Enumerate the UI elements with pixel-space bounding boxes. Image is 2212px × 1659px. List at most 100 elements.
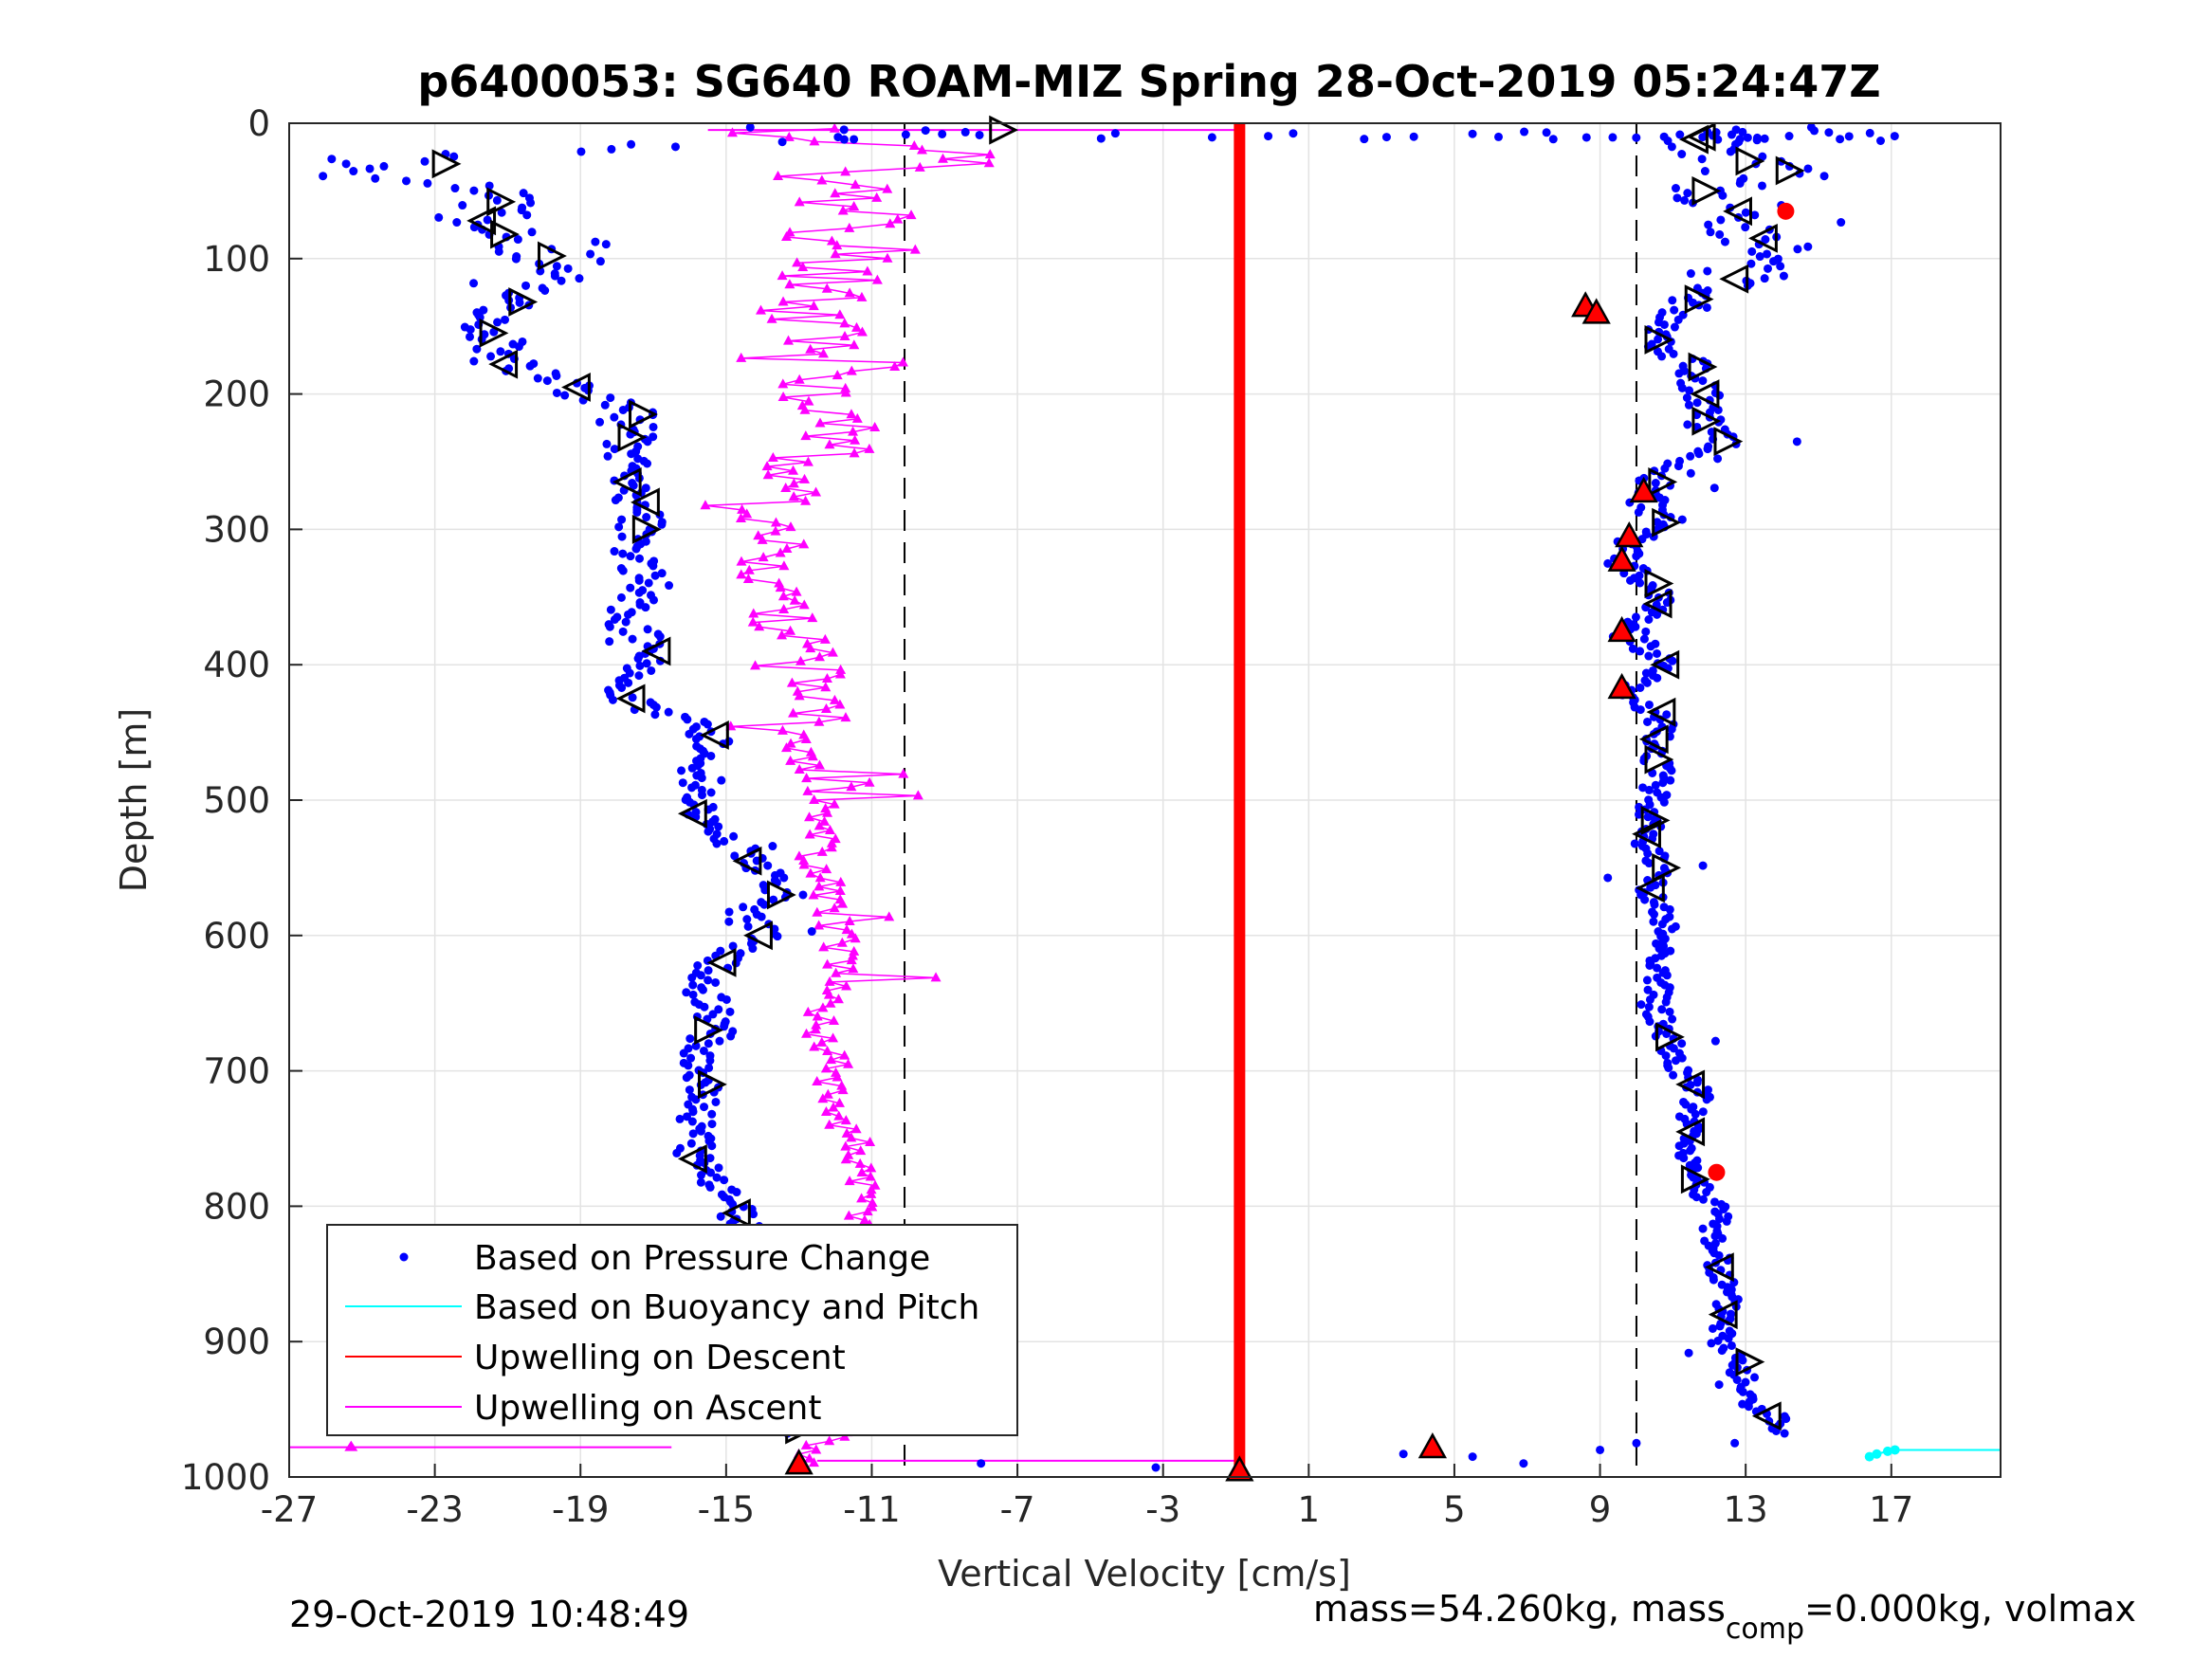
pressure-change-point (1608, 133, 1618, 142)
pressure-change-point (1665, 1007, 1674, 1016)
open-triangle-marker (1646, 697, 1676, 727)
ascent-upwelling-point (809, 794, 820, 804)
open-triangle-marker (732, 846, 762, 876)
ascent-upwelling-point (884, 911, 895, 921)
ascent-upwelling-point (344, 1440, 358, 1451)
ascent-upwelling-point (821, 283, 832, 293)
ascent-upwelling-line (806, 777, 870, 784)
pressure-change-point (1890, 132, 1899, 141)
ascent-upwelling-point (811, 1019, 822, 1030)
pressure-change-point (525, 361, 535, 371)
pressure-change-point (605, 622, 614, 631)
ascent-upwelling-line (768, 469, 794, 477)
pressure-change-point (469, 279, 479, 288)
ascent-upwelling-point (767, 452, 778, 463)
pressure-change-point (1646, 642, 1655, 651)
ascent-upwelling-point (841, 1127, 852, 1138)
open-triangle-marker (743, 921, 773, 951)
ascent-upwelling-line (807, 791, 919, 797)
ascent-upwelling-line (922, 149, 991, 155)
pressure-change-point (349, 167, 358, 176)
ascent-upwelling-point (798, 854, 810, 865)
pressure-change-point (1642, 975, 1652, 985)
ascent-upwelling-point (834, 309, 846, 319)
pressure-change-point (1715, 229, 1725, 239)
pressure-change-point (1645, 1017, 1654, 1027)
ascent-upwelling-point (832, 1071, 843, 1082)
pressure-change-point (1727, 130, 1736, 139)
pressure-change-point (1779, 271, 1788, 281)
pressure-change-point (1836, 135, 1845, 144)
pressure-change-point (1673, 462, 1683, 471)
pressure-change-point (705, 1056, 715, 1066)
descent-upwelling-bar (1234, 123, 1246, 1477)
pressure-change-point (1719, 1205, 1728, 1214)
pressure-change-point (379, 161, 389, 171)
ascent-upwelling-point (816, 174, 828, 185)
ascent-upwelling-point (840, 712, 851, 722)
pressure-change-point (1673, 315, 1683, 324)
pressure-change-point (371, 173, 380, 183)
ascent-upwelling-line (942, 157, 990, 165)
pressure-change-point (365, 164, 375, 173)
pressure-change-point (650, 710, 660, 720)
pressure-change-point (552, 262, 561, 271)
pressure-change-point (1264, 132, 1273, 141)
pressure-change-point (1677, 1039, 1687, 1048)
pressure-change-point (1548, 135, 1558, 144)
pressure-change-point (1664, 1063, 1673, 1072)
ascent-upwelling-line (749, 565, 785, 572)
pressure-change-point (642, 513, 651, 522)
footer-mass-subscript: comp (1726, 1613, 1804, 1646)
ascent-upwelling-point (848, 426, 859, 436)
pressure-change-point (1638, 783, 1648, 793)
pressure-change-point (1686, 269, 1695, 279)
x-tick-label: 5 (1443, 1489, 1466, 1530)
pressure-change-point (703, 720, 712, 729)
ascent-upwelling-line (793, 712, 847, 719)
open-triangle-marker (1723, 196, 1752, 227)
pressure-change-point (697, 1171, 706, 1180)
ascent-upwelling-line (782, 379, 800, 386)
ascent-upwelling-point (775, 547, 786, 557)
pressure-change-point (1698, 861, 1708, 870)
pressure-change-point (1680, 195, 1690, 205)
pressure-change-point (1360, 135, 1369, 144)
y-tick-label: 800 (203, 1186, 270, 1227)
pressure-change-point (1718, 1233, 1728, 1243)
ascent-upwelling-point (726, 127, 738, 137)
ascent-upwelling-line (799, 201, 854, 208)
ascent-upwelling-point (758, 552, 769, 562)
pressure-change-point (1646, 883, 1655, 892)
pressure-change-point (1702, 1188, 1711, 1197)
pressure-change-point (623, 610, 632, 619)
ascent-upwelling-point (867, 1196, 878, 1207)
ascent-upwelling-point (871, 274, 883, 284)
open-triangle-marker (1642, 589, 1673, 619)
pressure-change-point (699, 1046, 708, 1055)
open-triangle-marker (612, 466, 642, 497)
ascent-upwelling-line (800, 656, 820, 663)
pressure-change-point (526, 198, 536, 208)
ascent-upwelling-point (778, 560, 790, 571)
pressure-change-point (501, 315, 510, 324)
ascent-upwelling-line (782, 396, 810, 403)
ascent-upwelling-point (840, 1115, 851, 1125)
ascent-upwelling-line (799, 374, 838, 381)
pressure-change-point (1732, 1375, 1742, 1384)
pressure-change-point (1650, 910, 1659, 920)
pressure-change-point (1667, 924, 1676, 934)
ascent-upwelling-line (819, 418, 858, 425)
ascent-upwelling-point (794, 374, 805, 384)
ascent-upwelling-line (835, 973, 937, 979)
pressure-change-point (839, 135, 849, 144)
open-triangle-marker (1644, 325, 1674, 355)
ascent-upwelling-point (820, 703, 832, 714)
pressure-change-point (1724, 1334, 1733, 1343)
ascent-upwelling-line (799, 769, 904, 775)
pressure-change-point (1703, 266, 1712, 276)
ascent-upwelling-point (865, 1171, 876, 1181)
pressure-change-point (1704, 220, 1713, 229)
pressure-change-point (434, 212, 444, 222)
ascent-upwelling-line (760, 309, 840, 316)
